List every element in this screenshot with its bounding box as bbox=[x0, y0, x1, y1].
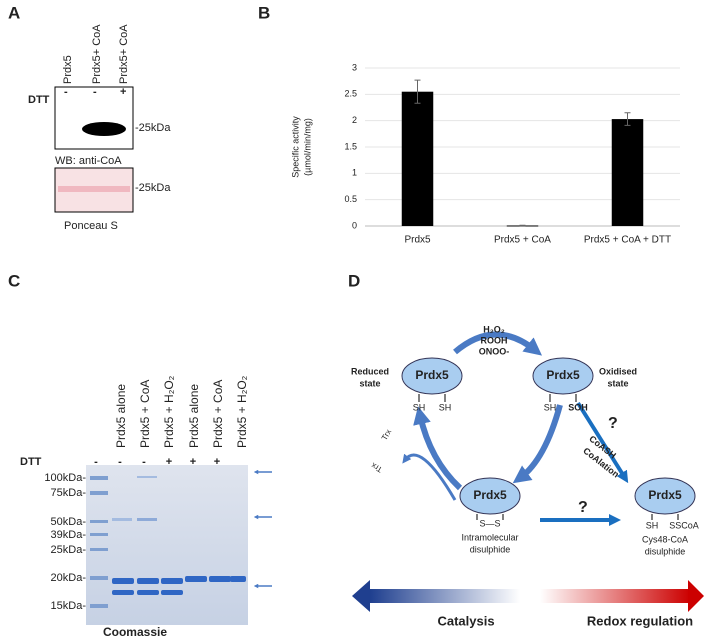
protein-label: Prdx5 bbox=[415, 368, 449, 382]
y-tick-label: 2 bbox=[352, 115, 357, 125]
dtt-sign: - bbox=[93, 86, 97, 98]
unknown: ? bbox=[578, 499, 588, 516]
catalysis-arrowhead bbox=[352, 580, 370, 612]
lane-label: Prdx5 alone bbox=[114, 384, 128, 448]
lane-label: Prdx5 bbox=[62, 55, 74, 84]
redox-arrow bbox=[540, 589, 690, 603]
blot-label: WB: anti-CoA bbox=[55, 155, 122, 167]
marker-label: -25kDa bbox=[135, 182, 171, 194]
ponceau-band bbox=[58, 186, 130, 192]
lane-label: Prdx5 alone bbox=[187, 384, 201, 448]
marker-label: -25kDa bbox=[135, 122, 171, 134]
state-label: Reduced bbox=[351, 366, 389, 376]
dtt-sign: + bbox=[190, 456, 196, 468]
dtt-sign: - bbox=[118, 456, 122, 468]
panel-label: D bbox=[348, 271, 360, 290]
blot-band bbox=[82, 122, 126, 136]
marker-label: 20kDa- bbox=[51, 572, 87, 584]
panel-label: C bbox=[8, 271, 20, 290]
protein-label: Prdx5 bbox=[473, 488, 507, 502]
protein-label: Prdx5 bbox=[546, 368, 580, 382]
error-bar bbox=[519, 224, 526, 227]
cycle-arrows bbox=[402, 331, 563, 501]
thiol: SH bbox=[439, 402, 452, 412]
dtt-label: DTT bbox=[28, 94, 50, 106]
error-bar bbox=[414, 79, 421, 104]
panel-label: B bbox=[258, 3, 270, 22]
dtt-sign: + bbox=[120, 86, 126, 98]
lane-label: Prdx5 + CoA bbox=[211, 380, 225, 448]
redox-arrowhead bbox=[688, 580, 704, 612]
coa-arrows bbox=[540, 401, 629, 526]
blot bbox=[54, 86, 134, 150]
y-axis-label: Specific activity bbox=[290, 116, 300, 178]
y-tick-label: 0.5 bbox=[344, 194, 357, 204]
panel-label: A bbox=[8, 3, 20, 22]
thiol: SH bbox=[544, 402, 557, 412]
oxidant: ROOH bbox=[481, 335, 508, 345]
disulphide-bond: S—S bbox=[479, 518, 500, 528]
marker-label: 39kDa- bbox=[51, 529, 87, 541]
stain-label: Ponceau S bbox=[64, 220, 118, 232]
x-tick-label: Prdx5 + CoA + DTT bbox=[584, 235, 671, 246]
thiol: SOH bbox=[568, 402, 588, 412]
dtt-sign: + bbox=[214, 456, 220, 468]
thiol-stems bbox=[418, 394, 679, 520]
marker-label: 15kDa- bbox=[51, 600, 87, 612]
lane-label: Prdx5+ CoA bbox=[118, 24, 130, 84]
y-tick-label: 3 bbox=[352, 62, 357, 72]
thiol: SH bbox=[413, 402, 426, 412]
unknown: ? bbox=[608, 415, 618, 432]
state-label: state bbox=[607, 378, 628, 388]
y-tick-label: 1 bbox=[352, 168, 357, 178]
y-axis-label: (µmol/min/mg) bbox=[302, 118, 312, 176]
marker-label: 50kDa- bbox=[51, 516, 87, 528]
marker-label: 75kDa- bbox=[51, 487, 87, 499]
lane-label: Prdx5+ CoA bbox=[91, 24, 103, 84]
dtt-sign: - bbox=[64, 86, 68, 98]
y-tick-label: 1.5 bbox=[344, 141, 357, 151]
trx-label: Trx bbox=[380, 428, 393, 442]
y-tick-label: 2.5 bbox=[344, 89, 357, 99]
caption: disulphide bbox=[645, 546, 686, 556]
error-bar bbox=[624, 112, 631, 126]
lane-label: Prdx5 + H₂O₂ bbox=[235, 375, 249, 448]
bar bbox=[401, 91, 434, 226]
thiol: SH bbox=[646, 520, 659, 530]
redox-label: Redox regulation bbox=[587, 613, 693, 628]
dtt-sign: - bbox=[94, 456, 98, 468]
stain-label: Coomassie bbox=[103, 625, 167, 639]
state-label: state bbox=[359, 378, 380, 388]
state-label: Oxidised bbox=[599, 366, 637, 376]
dtt-sign: + bbox=[166, 456, 172, 468]
catalysis-label: Catalysis bbox=[437, 613, 494, 628]
proteins bbox=[401, 357, 696, 515]
oxidant: H₂O₂ bbox=[483, 324, 505, 334]
gel bbox=[86, 465, 248, 625]
marker-label: 25kDa- bbox=[51, 544, 87, 556]
y-tick-label: 0 bbox=[352, 220, 357, 230]
dtt-label: DTT bbox=[20, 456, 42, 468]
ladder bbox=[90, 476, 108, 608]
lane-label: Prdx5 + CoA bbox=[138, 380, 152, 448]
lane-label: Prdx5 + H₂O₂ bbox=[162, 375, 176, 448]
caption: disulphide bbox=[470, 544, 511, 554]
thiol: SSCoA bbox=[669, 520, 699, 530]
dtt-sign: - bbox=[142, 456, 146, 468]
protein-label: Prdx5 bbox=[648, 488, 682, 502]
x-tick-label: Prdx5 + CoA bbox=[494, 235, 551, 246]
caption: Cys48-CoA bbox=[642, 534, 688, 544]
caption: Intramolecular bbox=[461, 532, 518, 542]
gel-bands bbox=[112, 476, 246, 595]
trx-label: Trx bbox=[370, 461, 384, 474]
gel-arrows bbox=[253, 469, 272, 589]
oxidant: ONOO- bbox=[479, 346, 510, 356]
catalysis-arrow bbox=[370, 589, 520, 603]
x-tick-label: Prdx5 bbox=[404, 235, 431, 246]
marker-label: 100kDa- bbox=[44, 472, 86, 484]
bar bbox=[611, 119, 644, 226]
